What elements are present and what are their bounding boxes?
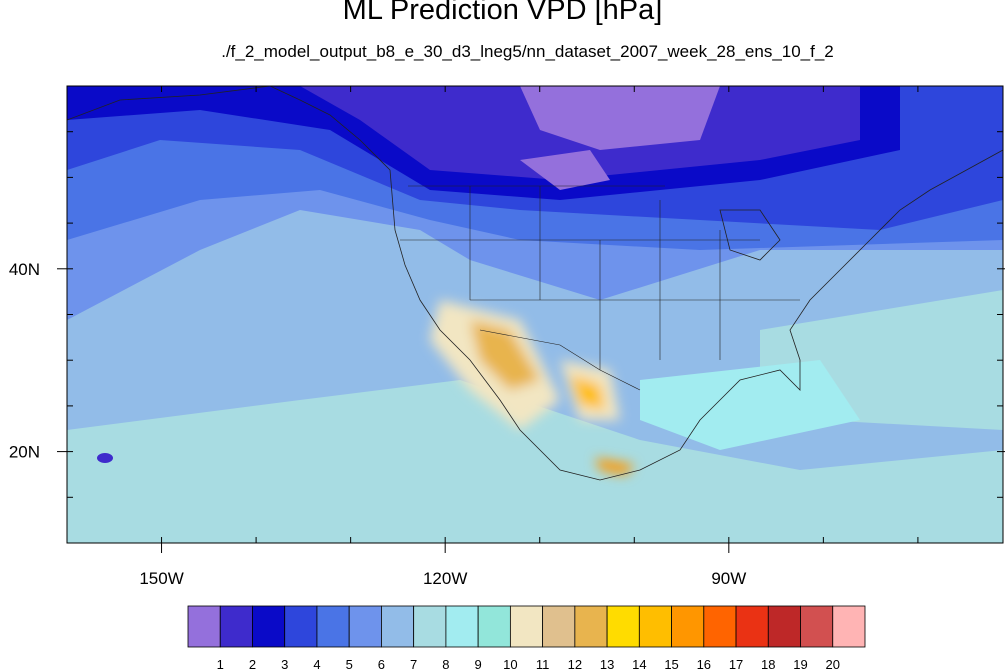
- colorbar-swatch: [219, 605, 253, 648]
- lon-tick-label: 150W: [139, 569, 183, 588]
- colorbar-label: 10: [503, 657, 517, 672]
- colorbar-label: 9: [475, 657, 482, 672]
- colorbar-label: 3: [281, 657, 288, 672]
- colorbar-swatch: [574, 605, 608, 648]
- colorbar-label: 14: [632, 657, 646, 672]
- colorbar-swatch: [445, 605, 479, 648]
- colorbar-swatch: [187, 605, 221, 648]
- colorbar-label: 17: [729, 657, 743, 672]
- colorbar-swatch: [542, 605, 576, 648]
- axis-ticks: 150W 120W 90W 40N 20N: [9, 86, 1005, 588]
- colorbar-swatch: [832, 605, 866, 648]
- colorbar-swatch: [509, 605, 544, 648]
- colorbar-swatch: [252, 605, 286, 648]
- colorbar-label: 12: [568, 657, 582, 672]
- coastlines: [67, 86, 1003, 481]
- colorbar-label: 11: [536, 657, 550, 672]
- colorbar-swatch: [477, 605, 511, 648]
- colorbar-label: 4: [313, 657, 320, 672]
- colorbar-label: 18: [761, 657, 775, 672]
- colorbar-swatch: [284, 605, 318, 648]
- lon-tick-label: 90W: [711, 569, 746, 588]
- colorbar-swatch: [316, 605, 350, 648]
- colorbar-label: 5: [346, 657, 353, 672]
- colorbar-swatch: [606, 605, 640, 648]
- colorbar-label: 19: [793, 657, 807, 672]
- colorbar-swatch: [413, 605, 447, 648]
- colorbar-label: 8: [442, 657, 449, 672]
- colorbar: 1 2 3 4 5 6 7 8 9 10 11 12 13 14 15 16 17 18 19 20: [187, 605, 866, 672]
- colorbar-label: 15: [664, 657, 678, 672]
- vpd-field: [67, 86, 1003, 543]
- colorbar-label: 1: [217, 657, 224, 672]
- colorbar-swatch: [703, 605, 737, 648]
- colorbar-label: 2: [249, 657, 256, 672]
- colorbar-label: 7: [410, 657, 417, 672]
- colorbar-label: 20: [826, 657, 840, 672]
- lat-tick-label: 20N: [9, 443, 40, 462]
- lat-tick-label: 40N: [9, 260, 40, 279]
- lon-tick-label: 120W: [423, 569, 467, 588]
- colorbar-swatch: [671, 605, 705, 648]
- colorbar-label: 16: [697, 657, 711, 672]
- colorbar-swatch: [638, 605, 672, 648]
- colorbar-swatch: [767, 605, 801, 648]
- colorbar-swatch: [800, 605, 834, 648]
- colorbar-swatch: [348, 605, 382, 648]
- state-borders: [400, 185, 800, 391]
- colorbar-swatch: [735, 605, 769, 648]
- chart-subtitle: ./f_2_model_output_b8_e_30_d3_lneg5/nn_d…: [221, 42, 834, 61]
- chart-title: ML Prediction VPD [hPa]: [342, 0, 663, 26]
- colorbar-swatch: [381, 605, 415, 648]
- colorbar-label: 13: [600, 657, 614, 672]
- colorbar-label: 6: [378, 657, 385, 672]
